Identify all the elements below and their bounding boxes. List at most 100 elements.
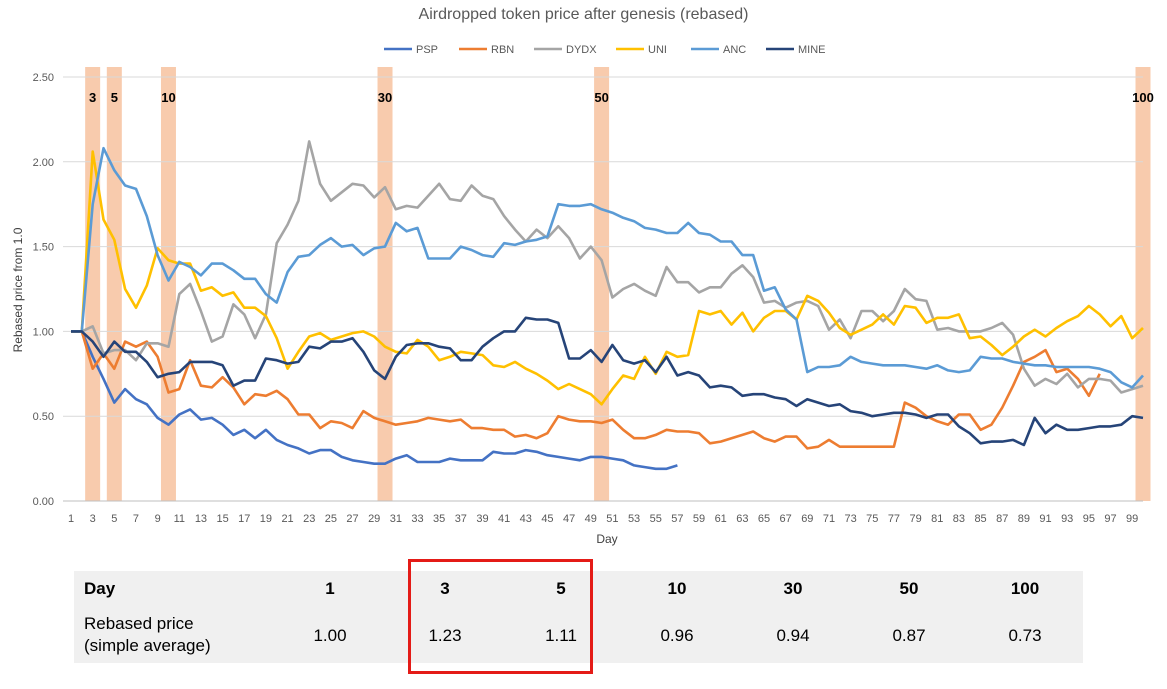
x-tick-label: 27 <box>346 513 358 525</box>
y-tick-label: 0.00 <box>33 496 54 508</box>
x-tick-label: 81 <box>931 513 943 525</box>
highlight-band-label-10: 10 <box>161 90 175 105</box>
summary-day-1: 1 <box>325 579 335 598</box>
x-tick-label: 57 <box>671 513 683 525</box>
x-tick-label: 39 <box>476 513 488 525</box>
x-tick-label: 7 <box>133 513 139 525</box>
legend-label-uni: UNI <box>648 44 667 56</box>
x-tick-label: 59 <box>693 513 705 525</box>
y-tick-labels: 0.00 0.50 1.00 1.50 2.00 2.50 <box>33 72 54 508</box>
highlight-bands <box>85 67 1151 501</box>
x-tick-label: 65 <box>758 513 770 525</box>
x-tick-label: 97 <box>1104 513 1116 525</box>
y-axis-title: Rebased price from 1.0 <box>11 227 25 352</box>
x-tick-labels: 1 3 5 7 9 11 13 15 17 19 21 23 25 27 29 31 33 35 37 39 41 43 4… <box>68 513 1138 525</box>
x-tick-label: 13 <box>195 513 207 525</box>
x-tick-label: 93 <box>1061 513 1073 525</box>
x-tick-label: 71 <box>823 513 835 525</box>
highlight-band-day-30 <box>377 67 393 501</box>
x-tick-label: 87 <box>996 513 1008 525</box>
highlight-band-labels: 3 5 10 30 50 100 <box>89 90 1154 105</box>
summary-value-day-50: 0.87 <box>892 626 926 645</box>
x-tick-label: 1 <box>68 513 74 525</box>
x-tick-label: 99 <box>1126 513 1138 525</box>
series-lines <box>71 140 1144 471</box>
y-tick-label: 2.00 <box>33 157 54 169</box>
summary-value-day-3: 1.23 <box>428 626 462 645</box>
series-line-rbn <box>71 330 1101 450</box>
legend-label-mine: MINE <box>798 44 826 56</box>
summary-day-30: 30 <box>783 579 803 598</box>
x-tick-label: 31 <box>390 513 402 525</box>
x-tick-label: 49 <box>585 513 597 525</box>
y-tick-label: 1.50 <box>33 242 54 254</box>
x-tick-label: 23 <box>303 513 315 525</box>
x-tick-label: 83 <box>953 513 965 525</box>
x-axis-title: Day <box>596 532 617 546</box>
summary-table: Day Rebased price (simple average) 1 3 5… <box>74 571 1083 663</box>
summary-value-day-100: 0.73 <box>1008 626 1042 645</box>
summary-value-day-30: 0.94 <box>776 626 810 645</box>
summary-value-label-line2: (simple average) <box>84 636 211 655</box>
summary-day-50: 50 <box>899 579 919 598</box>
y-tick-label: 0.50 <box>33 411 54 423</box>
series-line-psp <box>71 330 678 471</box>
chart-title: Airdropped token price after genesis (re… <box>418 6 749 23</box>
summary-value-day-1: 1.00 <box>313 626 347 645</box>
x-tick-label: 85 <box>974 513 986 525</box>
x-tick-label: 11 <box>174 513 185 525</box>
x-tick-label: 63 <box>736 513 748 525</box>
highlight-band-label-3: 3 <box>89 90 96 105</box>
x-tick-label: 61 <box>715 513 727 525</box>
x-tick-label: 17 <box>238 513 250 525</box>
x-tick-label: 75 <box>866 513 878 525</box>
highlight-band-label-50: 50 <box>594 90 608 105</box>
x-tick-label: 77 <box>888 513 900 525</box>
x-tick-label: 25 <box>325 513 337 525</box>
x-tick-label: 33 <box>411 513 423 525</box>
series-line-uni <box>71 150 1144 406</box>
series-line-anc <box>71 146 1144 389</box>
x-tick-label: 91 <box>1039 513 1051 525</box>
x-tick-label: 29 <box>368 513 380 525</box>
highlight-band-day-50 <box>594 67 610 501</box>
y-tick-label: 2.50 <box>33 72 54 84</box>
x-tick-label: 37 <box>455 513 467 525</box>
summary-value-label: Rebased price (simple average) <box>84 613 211 657</box>
x-tick-label: 45 <box>541 513 553 525</box>
x-tick-label: 41 <box>498 513 510 525</box>
highlight-band-label-30: 30 <box>378 90 392 105</box>
x-tick-label: 73 <box>845 513 857 525</box>
x-tick-label: 67 <box>780 513 792 525</box>
highlight-band-label-5: 5 <box>111 90 118 105</box>
series-line-dydx <box>71 140 1144 394</box>
summary-value-day-5: 1.11 <box>545 626 577 645</box>
highlight-band-day-10 <box>160 67 176 501</box>
x-tick-label: 53 <box>628 513 640 525</box>
highlight-band-day-3 <box>85 67 101 501</box>
x-tick-label: 69 <box>801 513 813 525</box>
x-tick-label: 9 <box>155 513 161 525</box>
x-tick-label: 15 <box>216 513 228 525</box>
summary-value-label-line1: Rebased price <box>84 614 194 633</box>
x-tick-label: 47 <box>563 513 575 525</box>
x-tick-label: 5 <box>111 513 117 525</box>
highlight-band-day-100 <box>1135 67 1151 501</box>
legend-label-rbn: RBN <box>491 44 514 56</box>
legend-label-psp: PSP <box>416 44 438 56</box>
highlight-band-day-5 <box>106 67 122 501</box>
x-tick-label: 55 <box>650 513 662 525</box>
y-tick-label: 1.00 <box>33 326 54 338</box>
summary-day-10: 10 <box>667 579 687 598</box>
summary-header-label: Day <box>84 579 116 598</box>
x-tick-label: 89 <box>1018 513 1030 525</box>
legend-label-dydx: DYDX <box>566 44 597 56</box>
x-tick-label: 79 <box>909 513 921 525</box>
highlight-box <box>408 559 593 674</box>
x-tick-label: 51 <box>606 513 618 525</box>
summary-day-3: 3 <box>440 579 450 598</box>
legend: PSP RBN DYDX UNI ANC MINE <box>384 44 826 56</box>
x-tick-label: 21 <box>281 513 293 525</box>
highlight-band-label-100: 100 <box>1132 90 1154 105</box>
